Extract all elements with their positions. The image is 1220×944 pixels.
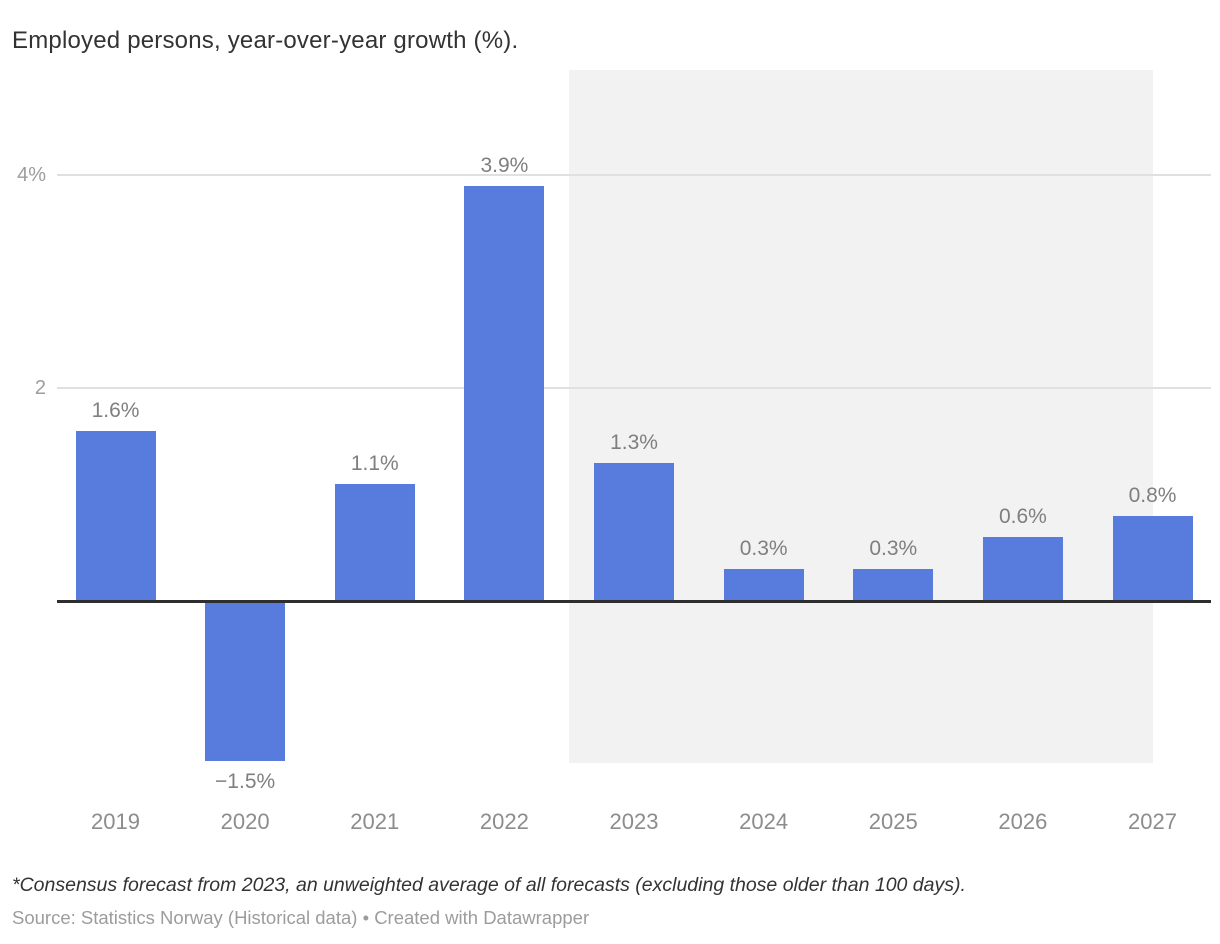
bar-value-label-2023: 1.3% <box>610 430 658 454</box>
bar-value-label-2026: 0.6% <box>998 505 1047 529</box>
y-tick-label: 4% <box>17 164 46 187</box>
x-tick-label-2025: 2025 <box>868 809 918 834</box>
bar-2022[interactable] <box>464 186 545 601</box>
x-tick-label-2023: 2023 <box>609 809 659 834</box>
chart-source: Source: Statistics Norway (Historical da… <box>12 907 590 928</box>
x-tick-label-2026: 2026 <box>998 809 1048 834</box>
bar-2019[interactable] <box>75 430 156 601</box>
x-tick-label-2020: 2020 <box>220 809 270 834</box>
bar-value-label-2027: 0.8% <box>1128 483 1177 507</box>
x-tick-label-2027: 2027 <box>1128 809 1177 834</box>
bar-value-label-2022: 3.9% <box>480 154 529 178</box>
chart-title: Employed persons, year-over-year growth … <box>12 27 519 55</box>
chart-footnote: *Consensus forecast from 2023, an unweig… <box>12 874 966 896</box>
x-tick-label-2024: 2024 <box>739 809 789 834</box>
gridline-y-2 <box>57 387 1211 390</box>
x-tick-label-2019: 2019 <box>91 809 140 834</box>
zero-axis-line <box>57 599 1211 603</box>
bar-2023[interactable] <box>594 462 674 601</box>
bar-value-label-2024: 0.3% <box>739 537 788 561</box>
bar-2026[interactable] <box>982 537 1063 601</box>
gridline-y-4 <box>57 174 1211 177</box>
bar-value-label-2020: −1.5% <box>215 769 276 793</box>
bar-value-label-2025: 0.3% <box>869 537 918 561</box>
bar-value-label-2019: 1.6% <box>91 398 140 422</box>
bar-2024[interactable] <box>723 569 804 601</box>
bar-2025[interactable] <box>853 569 934 601</box>
y-tick-label: 2 <box>34 377 46 400</box>
bar-2021[interactable] <box>334 483 415 601</box>
bar-2020[interactable] <box>205 601 286 761</box>
x-tick-label-2021: 2021 <box>350 809 400 834</box>
x-tick-label-2022: 2022 <box>479 809 529 834</box>
bar-value-label-2021: 1.1% <box>350 451 399 475</box>
bar-2027[interactable] <box>1112 515 1193 601</box>
forecast-band <box>569 70 1153 763</box>
